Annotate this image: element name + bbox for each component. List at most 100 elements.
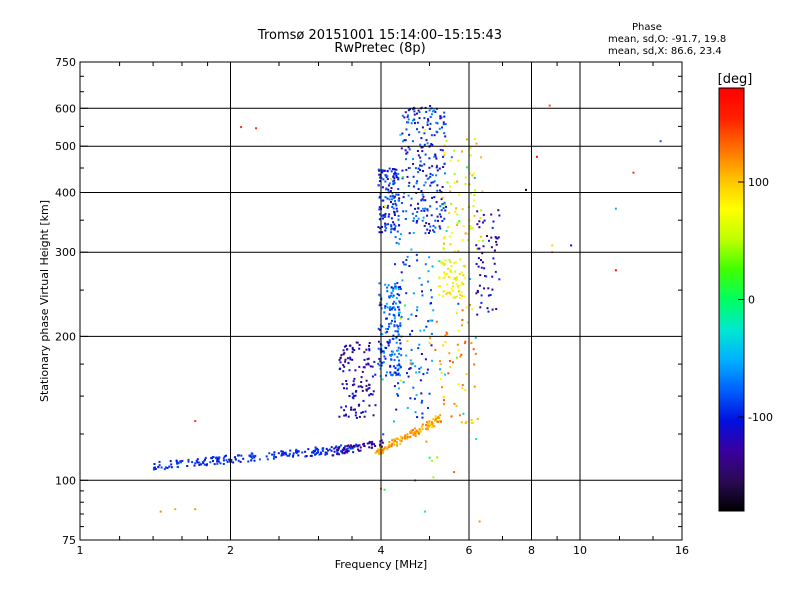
data-point-o-cusp-3.5 <box>339 367 342 370</box>
data-point-o-f2-column <box>393 227 396 230</box>
data-point-o-f2-upper <box>429 175 432 178</box>
data-point-far-trace-6.5 <box>491 275 494 278</box>
data-point-x-trace-low <box>404 435 407 438</box>
data-point-o-cusp-3.5 <box>343 414 346 417</box>
data-point-o-f2-upper <box>417 207 420 210</box>
data-point-o-mid <box>415 315 418 317</box>
data-point-o-f2-upper <box>410 122 413 125</box>
data-point-o-f2-upper <box>412 108 415 111</box>
data-point-o-trace-low <box>225 459 228 462</box>
data-point-x-cluster-5.5 <box>457 285 460 288</box>
data-point-o-trace-rise <box>368 440 371 443</box>
data-point-x-rise <box>444 334 447 337</box>
data-point-o-f1-4 <box>394 330 397 333</box>
data-point-o-cusp-3.5 <box>363 415 366 418</box>
data-point-x-cluster-5.5 <box>445 293 448 295</box>
data-point-x-upper <box>454 210 457 213</box>
data-point-o-f2-upper <box>406 121 408 124</box>
data-point-x-trace-low <box>409 435 412 438</box>
data-point-o-cusp-3.5 <box>348 395 351 397</box>
data-point-o-trace-low <box>344 445 347 448</box>
data-point-o-f2-upper <box>439 227 442 230</box>
data-point-o-f2-upper <box>431 110 434 113</box>
data-point-o-f2-upper <box>416 112 418 115</box>
data-point-o-f2-upper <box>414 122 416 125</box>
data-point-x-trace-low <box>430 421 433 424</box>
data-point-x-upper <box>443 154 446 157</box>
data-point-o-f2-column <box>390 201 392 203</box>
data-point-o-trace-low <box>297 450 299 453</box>
data-point-x-cluster-5.5 <box>455 295 458 298</box>
data-point-o-f2-upper <box>427 118 429 121</box>
data-point-o-f2-upper <box>422 195 425 198</box>
data-point-o-mid <box>401 279 404 282</box>
data-point-outlier <box>478 520 481 523</box>
data-point-o-trace-low <box>160 466 163 469</box>
data-point-x-trace-low <box>419 428 422 431</box>
data-point-o-f1-4 <box>390 354 392 357</box>
data-point-x-rise <box>468 304 471 306</box>
data-point-o-f2-upper <box>444 135 447 138</box>
data-point-o-f1-4 <box>377 347 380 350</box>
data-point-o-f2-upper <box>435 201 438 204</box>
data-point-o-f2-upper <box>407 146 410 149</box>
data-point-o-f2-upper <box>432 229 435 232</box>
data-point-o-trace-rise <box>368 446 371 449</box>
data-point-x-rise <box>465 306 468 309</box>
data-point-x-trace-low <box>413 430 416 433</box>
data-point-o-f2-column <box>393 214 396 216</box>
data-point-x-cluster-5.5 <box>460 271 463 274</box>
data-point-x-trace-low <box>388 444 391 447</box>
data-point-x-cluster-5.5 <box>453 262 456 265</box>
data-point-o-f2-column <box>397 188 400 191</box>
data-point-o-f1-4 <box>386 328 389 330</box>
data-point-o-trace-low <box>316 451 319 454</box>
data-point-far-trace-6.5 <box>493 249 496 252</box>
data-point-o-f1-4 <box>389 306 392 309</box>
data-point-o-f1-4 <box>390 308 393 311</box>
data-point-x-trace-low <box>384 446 386 449</box>
data-point-o-trace-rise <box>343 451 346 454</box>
data-point-x-upper <box>469 146 472 149</box>
data-point-o-f2-upper <box>404 139 407 142</box>
data-point-o-trace-rise <box>379 440 382 443</box>
data-point-o-mid <box>427 280 430 283</box>
data-point-o-cusp-3.5 <box>343 365 346 368</box>
data-point-o-trace-low <box>158 460 161 463</box>
data-point-o-f2-column <box>394 200 396 202</box>
data-point-far-trace-6.5 <box>478 284 481 287</box>
data-point-o-f1-4 <box>381 350 384 353</box>
data-point-x-cluster-5.5 <box>444 259 447 262</box>
data-point-o-cusp-3.5 <box>345 383 348 386</box>
data-point-o-mid <box>417 347 420 350</box>
data-point-o-f2-column <box>393 223 396 226</box>
data-point-o-f1-4 <box>398 364 401 367</box>
data-point-o-f2-upper <box>424 207 427 210</box>
data-point-o-f1-4 <box>396 330 399 333</box>
data-point-o-trace-low <box>318 453 321 456</box>
data-point-x-trace-low <box>393 443 396 446</box>
data-point-o-mid <box>430 296 433 299</box>
data-point-o-f2-upper <box>406 151 409 154</box>
y-axis-label: Stationary phase Virtual Height [km] <box>38 200 51 402</box>
phase-x-mode-stats: mean, sd,X: 86.6, 23.4 <box>608 46 722 57</box>
data-point-o-f2-upper <box>429 105 432 107</box>
data-point-x-trace-low <box>409 431 412 434</box>
data-point-x-rise <box>439 378 442 381</box>
data-point-x-cluster-5.5 <box>462 274 465 277</box>
x-tick-label: 10 <box>573 544 587 557</box>
data-point-scatter-sparse <box>430 459 433 462</box>
data-point-far-trace-6.5 <box>497 236 500 239</box>
data-point-o-f2-upper <box>438 127 441 130</box>
data-point-o-f1-4 <box>395 297 398 300</box>
data-point-o-f2-upper <box>420 190 423 192</box>
data-point-o-trace-low <box>225 454 227 457</box>
data-point-scatter-sparse <box>458 220 461 223</box>
data-point-x-trace-low <box>380 451 383 453</box>
data-point-x-trace-low <box>429 424 432 427</box>
data-point-o-cusp-3.5 <box>372 390 375 393</box>
data-point-x-cluster-5.5 <box>450 265 453 268</box>
data-point-o-f2-upper <box>401 132 404 135</box>
data-point-scatter-sparse <box>399 133 402 136</box>
data-point-o-mid <box>421 412 424 415</box>
